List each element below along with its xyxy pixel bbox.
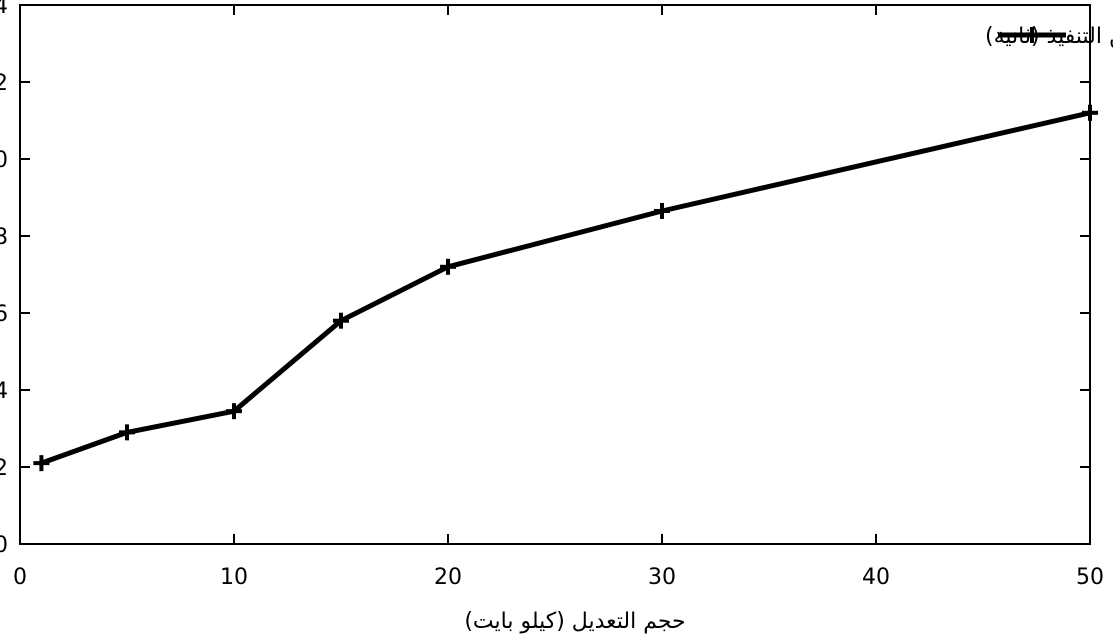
axis-ticks [19, 4, 1091, 545]
y-tick-label-0: 0 [0, 533, 8, 558]
y-tick-label-8: 8 [0, 225, 8, 250]
series-line-1 [38, 110, 1093, 466]
y-tick-labels: 0 2 4 6 8 10 12 14 [0, 0, 8, 558]
data-point-1-6 [654, 202, 670, 219]
y-tick-label-14: 14 [0, 0, 8, 19]
data-point-1-4 [333, 312, 349, 329]
legend-marker-plus [1024, 27, 1040, 43]
x-tick-label-50: 50 [1076, 565, 1104, 590]
series-layer [33, 104, 1098, 472]
y-tick-label-4: 4 [0, 379, 8, 404]
legend-marker-series-1 [1024, 27, 1040, 43]
x-tick-label-10: 10 [220, 565, 248, 590]
data-point-1-2 [119, 424, 135, 441]
y-tick-label-10: 10 [0, 148, 8, 173]
x-tick-label-30: 30 [648, 565, 676, 590]
x-tick-labels: 0 10 20 30 40 50 [13, 565, 1104, 590]
x-tick-label-20: 20 [434, 565, 462, 590]
x-axis-title: حجم التعديل (كيلو بايت) [464, 609, 685, 634]
plot-frame [19, 4, 1091, 545]
y-tick-label-2: 2 [0, 456, 8, 481]
data-point-1-1 [33, 455, 50, 472]
x-tick-label-0: 0 [13, 565, 27, 590]
data-point-1-5 [440, 258, 456, 275]
data-point-1-3 [226, 403, 242, 420]
y-tick-label-12: 12 [0, 71, 8, 96]
legend: زمن التنفيذ (ثانية) [985, 24, 1113, 49]
x-tick-label-40: 40 [862, 565, 890, 590]
y-tick-label-6: 6 [0, 302, 8, 327]
